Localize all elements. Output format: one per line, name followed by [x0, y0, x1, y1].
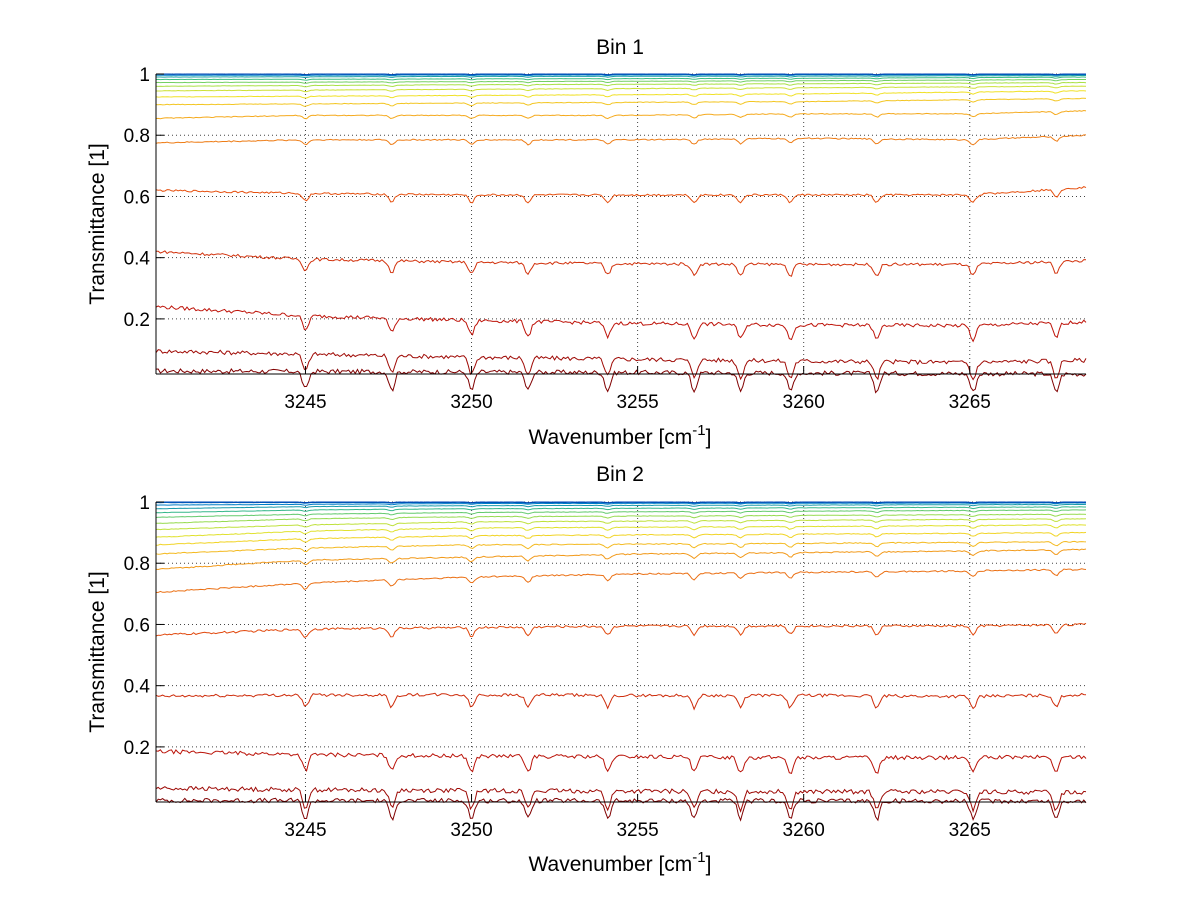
series-line: [156, 85, 1086, 93]
y-tick-label: 0.2: [124, 310, 150, 331]
series-line: [155, 540, 1087, 555]
series-line: [155, 502, 1086, 506]
series-line: [156, 501, 1087, 504]
x-tick-label: 3265: [949, 392, 991, 413]
y-tick-label: 0.8: [124, 554, 150, 575]
x-tick-label: 3260: [783, 392, 825, 413]
y-tick-label: 1: [139, 65, 150, 86]
series-line: [155, 518, 1087, 531]
series-line: [155, 97, 1087, 107]
series-line: [155, 568, 1087, 593]
x-tick-label: 3245: [284, 820, 326, 841]
series-line: [155, 524, 1087, 538]
chart-title: Bin 2: [596, 463, 644, 486]
chart-bin-2: Bin 2 Wavenumber [cm-1] Transmittance [1…: [86, 463, 1087, 876]
series-line: [155, 305, 1087, 343]
series-line: [155, 349, 1087, 381]
chart-bin-1: Bin 1 Wavenumber [cm-1] Transmittance [1…: [86, 36, 1087, 449]
series-line: [155, 531, 1087, 546]
series-line: [155, 622, 1087, 639]
x-axis-label: Wavenumber [cm-1]: [529, 849, 712, 876]
series-line: [155, 79, 1086, 84]
x-axis-label: Wavenumber [cm-1]: [529, 422, 712, 449]
series-line: [156, 73, 1086, 76]
series-line: [156, 503, 1087, 510]
chart-title: Bin 1: [596, 36, 644, 59]
x-tick-label: 3265: [949, 820, 991, 841]
series-line: [155, 785, 1087, 813]
series-line: [155, 134, 1086, 146]
series-line: [155, 76, 1087, 81]
y-tick-label: 1: [139, 493, 150, 514]
y-tick-label: 0.8: [124, 126, 150, 147]
series-line: [155, 186, 1087, 204]
y-tick-label: 0.2: [124, 738, 150, 759]
x-tick-label: 3255: [616, 820, 658, 841]
x-tick-label: 3255: [616, 392, 658, 413]
series-line: [155, 692, 1087, 711]
series-line: [155, 109, 1087, 120]
series-line: [155, 90, 1087, 99]
y-tick-label: 0.4: [124, 249, 151, 270]
y-axis-label: Transmittance [1]: [86, 571, 109, 732]
x-tick-label: 3245: [284, 392, 326, 413]
y-tick-label: 0.4: [124, 677, 151, 698]
series-line: [155, 749, 1087, 775]
series-line: [155, 506, 1086, 514]
y-tick-label: 0.6: [124, 615, 150, 636]
x-tick-label: 3250: [450, 820, 492, 841]
y-tick-label: 0.6: [124, 187, 150, 208]
series-line: [155, 250, 1087, 277]
x-tick-label: 3250: [450, 392, 492, 413]
series-line: [155, 513, 1087, 524]
series-line: [155, 548, 1087, 571]
y-axis-label: Transmittance [1]: [86, 143, 109, 304]
series-line: [155, 509, 1087, 518]
series-line: [156, 74, 1086, 79]
series-line: [155, 81, 1087, 88]
x-tick-label: 3260: [783, 820, 825, 841]
